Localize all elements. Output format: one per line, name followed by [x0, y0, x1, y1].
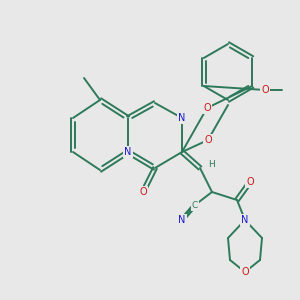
Text: O: O [241, 267, 249, 277]
Text: N: N [124, 147, 132, 157]
Text: N: N [241, 215, 249, 225]
Text: O: O [204, 135, 212, 145]
Text: N: N [178, 215, 186, 225]
Text: O: O [261, 85, 269, 95]
Text: O: O [139, 187, 147, 197]
Text: O: O [246, 177, 254, 187]
Text: C: C [192, 200, 198, 209]
Text: N: N [178, 113, 186, 123]
Text: O: O [203, 103, 211, 113]
Text: H: H [208, 160, 215, 169]
